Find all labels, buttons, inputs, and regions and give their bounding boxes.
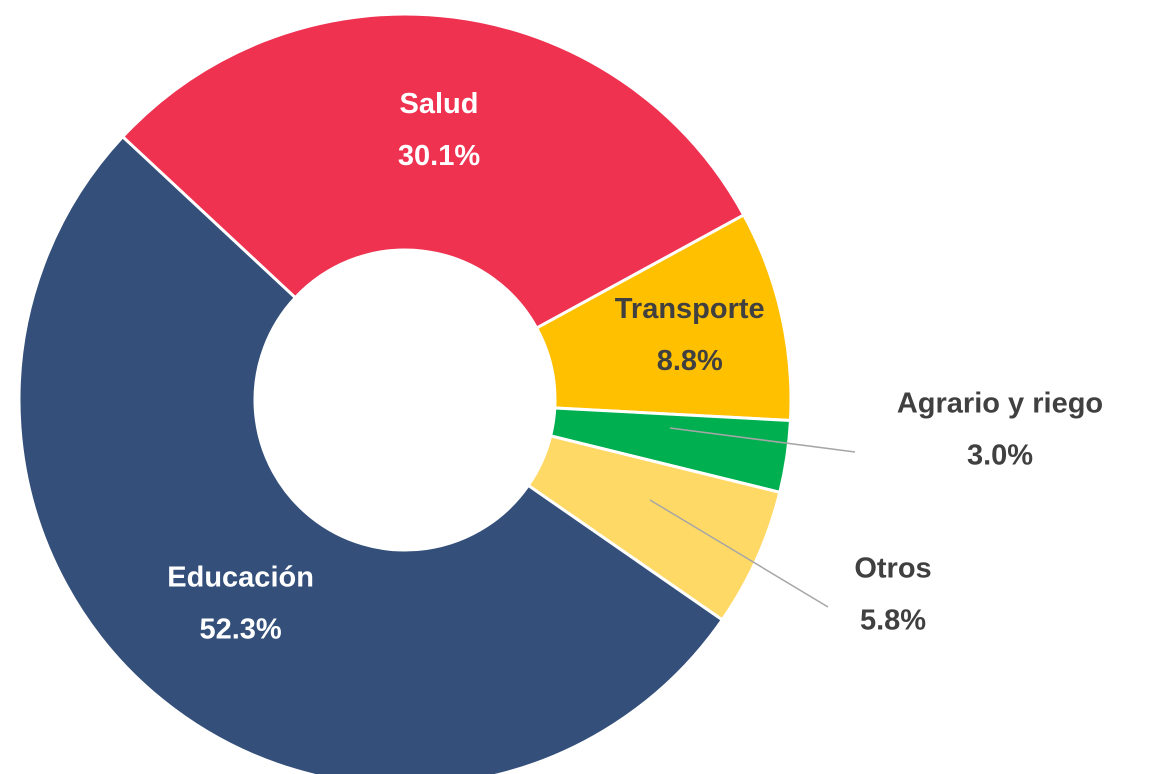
slice-label: Agrario y riego [897, 388, 1103, 420]
slice-value-label: 8.8% [657, 345, 723, 377]
slice-value-label: 52.3% [199, 614, 281, 646]
donut-slice [17, 134, 725, 774]
donut-slice [534, 212, 793, 423]
leader-line [669, 427, 856, 453]
slice-label: Educación [167, 562, 314, 594]
slice-label: Otros [854, 553, 931, 585]
donut-slice [120, 12, 746, 331]
slice-value-label: 5.8% [860, 605, 926, 637]
leader-line [649, 499, 829, 608]
slice-value-label: 30.1% [398, 140, 480, 172]
slice-label: Salud [400, 88, 479, 120]
slice-label: Transporte [615, 293, 765, 325]
slice-value-label: 3.0% [967, 440, 1033, 472]
